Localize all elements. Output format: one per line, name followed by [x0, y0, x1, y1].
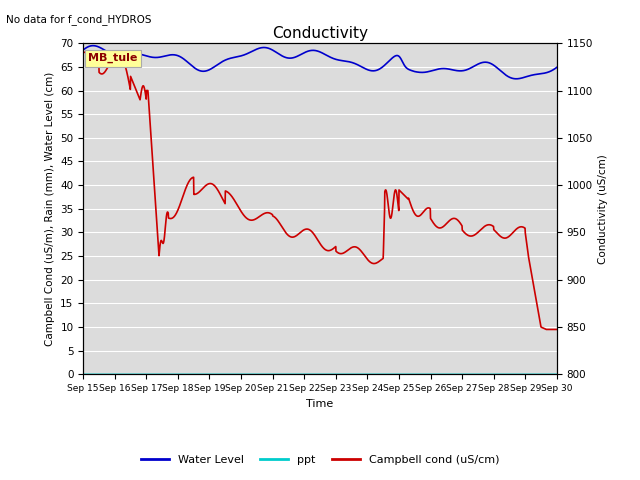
Text: MB_tule: MB_tule: [88, 53, 138, 63]
Y-axis label: Conductivity (uS/cm): Conductivity (uS/cm): [598, 154, 609, 264]
Text: No data for f_cond_HYDROS: No data for f_cond_HYDROS: [6, 14, 152, 25]
Y-axis label: Campbell Cond (uS/m), Rain (mm), Water Level (cm): Campbell Cond (uS/m), Rain (mm), Water L…: [45, 72, 54, 346]
Title: Conductivity: Conductivity: [272, 25, 368, 41]
X-axis label: Time: Time: [307, 399, 333, 408]
Legend: Water Level, ppt, Campbell cond (uS/cm): Water Level, ppt, Campbell cond (uS/cm): [136, 451, 504, 469]
